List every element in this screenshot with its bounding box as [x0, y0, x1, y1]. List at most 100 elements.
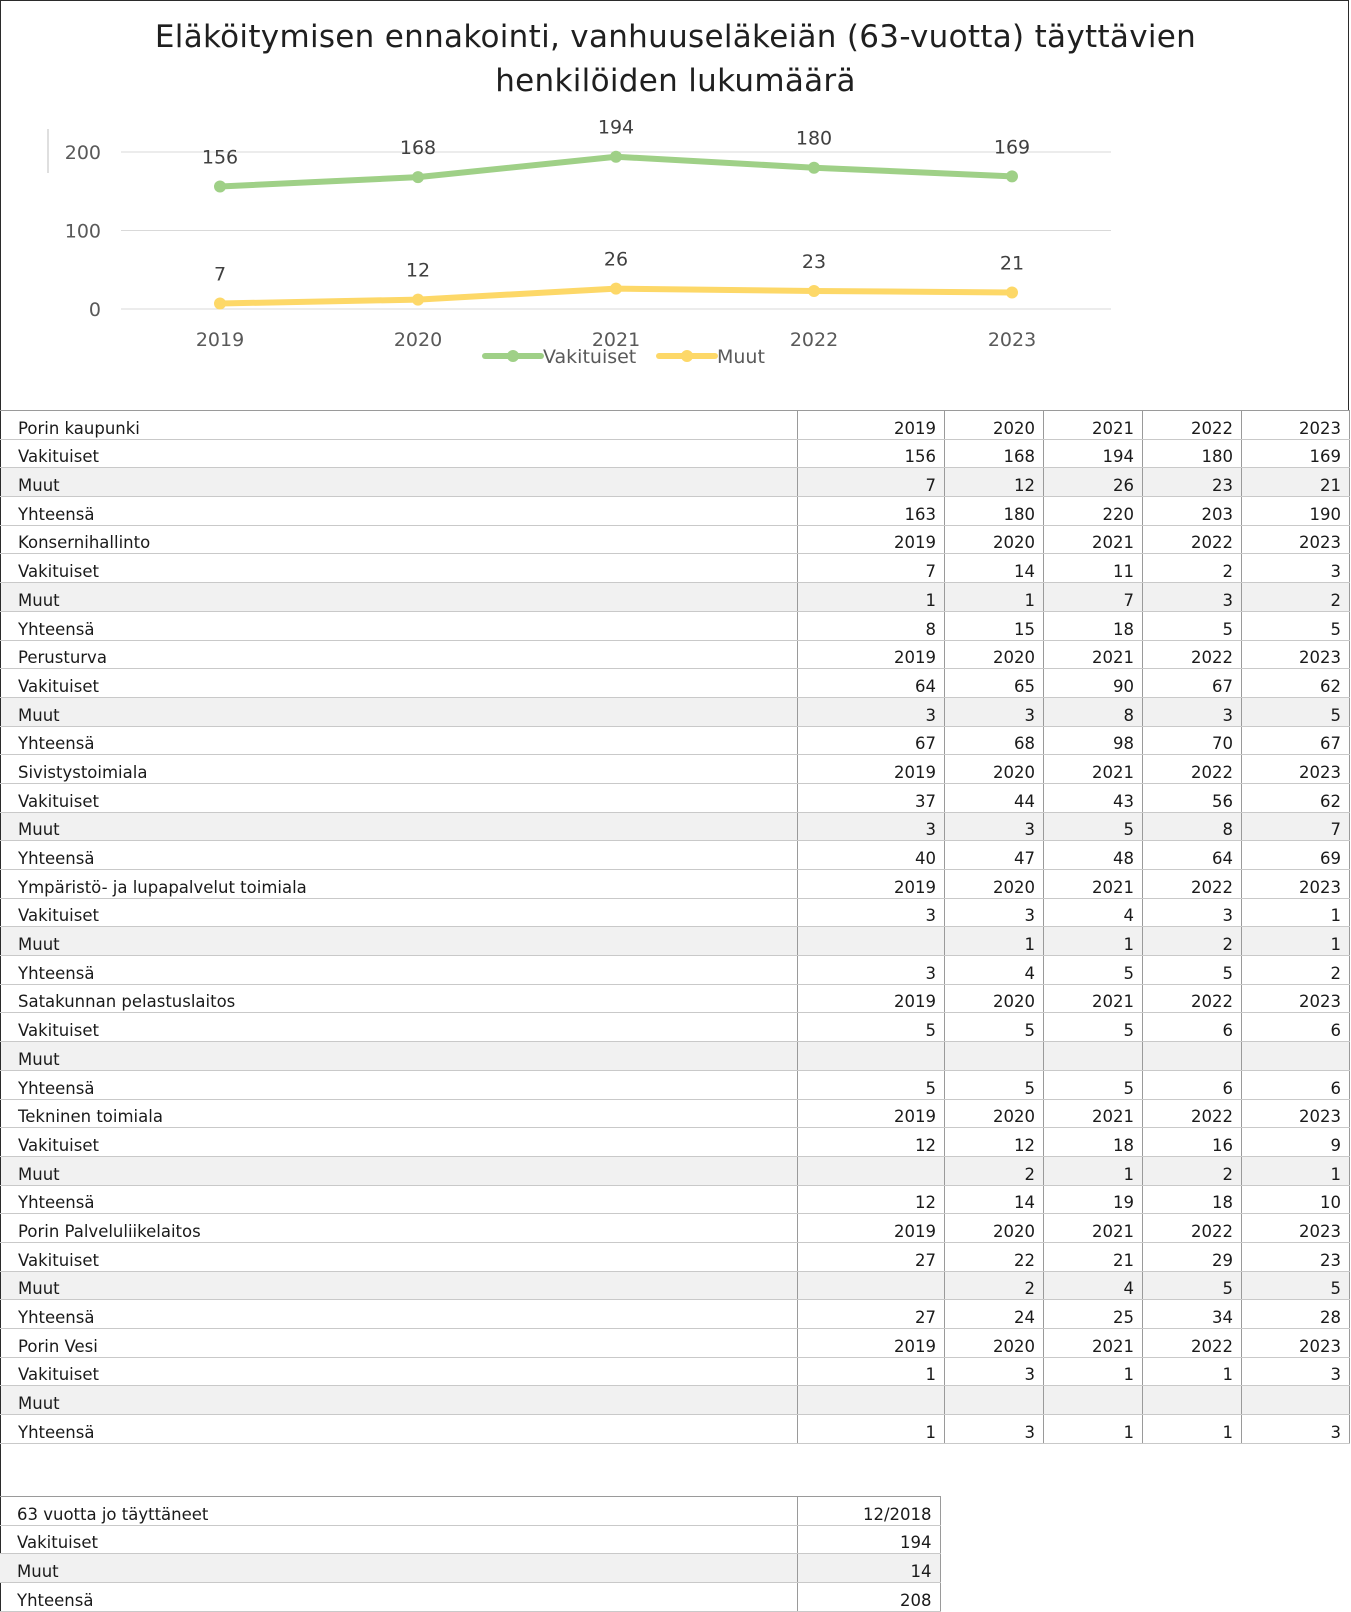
value-cell: 67 [797, 726, 945, 756]
value-cell: 5 [1142, 955, 1242, 985]
value-cell: 24 [944, 1299, 1044, 1329]
row-label: Yhteensä [0, 1299, 798, 1329]
value-cell: 70 [1142, 726, 1242, 756]
value-cell: 1 [1043, 926, 1143, 957]
summary-row-vakituiset: Vakituiset 194 [0, 1525, 941, 1555]
value-cell: 168 [944, 439, 1044, 469]
value-cell: 15 [944, 611, 1044, 641]
x-tick-label: 2021 [592, 329, 640, 351]
value-cell: 64 [797, 668, 945, 698]
value-cell: 220 [1043, 496, 1143, 526]
data-point [214, 180, 226, 193]
value-cell: 169 [1241, 439, 1350, 469]
year-header-cell: 2019 [797, 1328, 945, 1358]
value-cell: 5 [1043, 1070, 1143, 1100]
value-cell [1142, 1385, 1242, 1416]
row-label: Muut [0, 812, 798, 842]
value-cell: 67 [1241, 726, 1350, 756]
year-header-cell: 2023 [1241, 1098, 1350, 1129]
year-header-cell: 2022 [1142, 869, 1242, 899]
value-cell: 5 [797, 1012, 945, 1043]
y-tick-label: 0 [89, 299, 101, 321]
value-cell: 1 [944, 582, 1044, 612]
value-cell [1241, 1041, 1350, 1071]
data-label: 169 [994, 136, 1030, 158]
value-cell: 5 [1241, 697, 1350, 727]
data-table: Porin kaupunki 2019 2020 2021 2022 2023 Vakitu… [0, 410, 1350, 1444]
table-row: Yhteensä 8 15 18 5 5 [0, 611, 1350, 641]
row-label: Vakituiset [0, 1242, 798, 1272]
value-cell: 14 [944, 553, 1044, 584]
row-value: 14 [797, 1553, 941, 1584]
row-label: Yhteensä [0, 1070, 798, 1100]
group-header-row: Porin kaupunki 2019 2020 2021 2022 2023 [0, 410, 1350, 440]
table-row: Muut [0, 1385, 1350, 1416]
table-row: Vakituiset 37 44 43 56 62 [0, 783, 1350, 813]
value-cell [944, 1041, 1044, 1071]
chart-container: Eläköitymisen ennakointi, vanhuuseläkeiä… [0, 0, 1349, 410]
year-header-cell: 2020 [944, 1328, 1044, 1358]
x-tick-label: 2023 [988, 329, 1036, 351]
row-label: Vakituiset [0, 1012, 798, 1043]
value-cell: 67 [1142, 668, 1242, 698]
year-header-cell: 2019 [797, 1098, 945, 1129]
value-cell: 1 [1241, 898, 1350, 928]
value-cell: 156 [797, 439, 945, 469]
value-cell: 40 [797, 840, 945, 870]
value-cell: 3 [797, 812, 945, 842]
value-cell: 12 [797, 1185, 945, 1215]
table-row: Muut 7 12 26 23 21 [0, 467, 1350, 498]
data-point [610, 150, 622, 163]
value-cell: 98 [1043, 726, 1143, 756]
year-header-cell: 2019 [797, 1213, 945, 1243]
group-name: Porin kaupunki [0, 410, 798, 440]
value-cell: 23 [1241, 1242, 1350, 1272]
row-label: Yhteensä [0, 611, 798, 641]
row-label: Vakituiset [0, 668, 798, 698]
table-row: Yhteensä 12 14 19 18 10 [0, 1185, 1350, 1215]
value-cell: 48 [1043, 840, 1143, 870]
value-cell: 3 [797, 898, 945, 928]
year-header-cell: 2023 [1241, 983, 1350, 1014]
row-label: Yhteensä [0, 496, 798, 526]
row-label: Vakituiset [0, 553, 798, 584]
value-cell: 18 [1043, 611, 1143, 641]
group-name: Porin Palveluliikelaitos [0, 1213, 798, 1243]
year-header-cell: 2021 [1043, 410, 1143, 440]
value-cell [1043, 1385, 1143, 1416]
value-cell: 1 [1142, 1357, 1242, 1387]
value-cell: 3 [944, 812, 1044, 842]
summary-row-muut: Muut 14 [0, 1553, 941, 1584]
value-cell: 10 [1241, 1185, 1350, 1215]
value-cell [797, 1385, 945, 1416]
row-label: Muut [0, 1385, 798, 1416]
table-row: Vakituiset 12 12 18 16 9 [0, 1127, 1350, 1157]
data-label: 12 [406, 260, 430, 282]
value-cell: 1 [1241, 1156, 1350, 1186]
legend-swatch-marker [507, 350, 519, 362]
value-cell: 1 [797, 582, 945, 612]
table-row: Yhteensä 40 47 48 64 69 [0, 840, 1350, 870]
value-cell: 3 [1241, 1357, 1350, 1387]
table-row: Vakituiset 5 5 5 6 6 [0, 1012, 1350, 1043]
value-cell: 163 [797, 496, 945, 526]
table-row: Vakituiset 7 14 11 2 3 [0, 553, 1350, 584]
table-row: Yhteensä 5 5 5 6 6 [0, 1070, 1350, 1100]
value-cell: 62 [1241, 668, 1350, 698]
data-point [808, 161, 820, 174]
value-cell: 180 [944, 496, 1044, 526]
group-header-row: Perusturva 2019 2020 2021 2022 2023 [0, 639, 1350, 670]
year-header-cell: 2021 [1043, 754, 1143, 784]
group-name: Sivistystoimiala [0, 754, 798, 784]
value-cell: 5 [1043, 812, 1143, 842]
data-label: 21 [1000, 253, 1024, 275]
value-cell [1241, 1385, 1350, 1416]
value-cell: 3 [1142, 697, 1242, 727]
value-cell: 7 [1043, 582, 1143, 612]
row-label: Vakituiset [0, 783, 798, 813]
summary-title: 63 vuotta jo täyttäneet [0, 1496, 798, 1526]
value-cell [797, 926, 945, 957]
data-label: 7 [214, 264, 226, 286]
group-header-row: Tekninen toimiala 2019 2020 2021 2022 2023 [0, 1098, 1350, 1129]
table-row: Vakituiset 156 168 194 180 169 [0, 439, 1350, 469]
